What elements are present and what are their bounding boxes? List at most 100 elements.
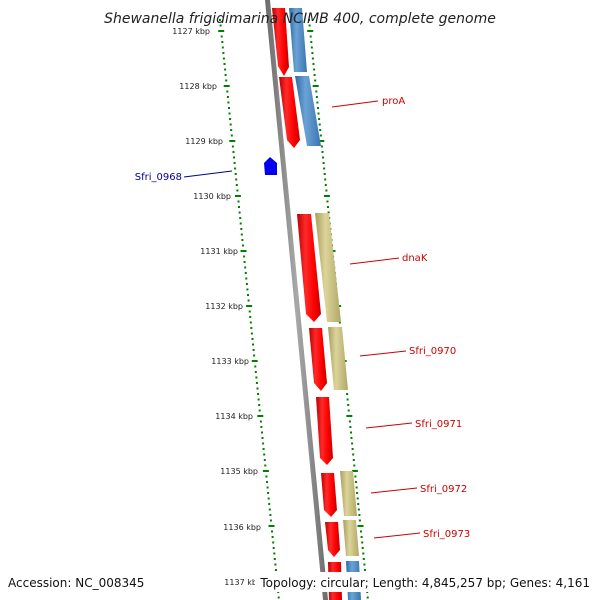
minor-tick [260, 426, 263, 428]
gene-arrow-sfri-0972[interactable] [321, 473, 337, 517]
minor-tick [312, 63, 315, 65]
scale-label: 1137 kbp [224, 578, 262, 587]
minor-tick [250, 327, 253, 329]
gene-label-dnaK[interactable]: dnaK [402, 253, 428, 264]
minor-tick [219, 24, 222, 27]
gene-arrow-dnaK[interactable] [297, 214, 321, 322]
minor-tick [252, 349, 255, 351]
gene-arrow-sfri-0971[interactable] [316, 397, 333, 465]
gene-arrow-sfri-0973[interactable] [325, 522, 340, 557]
minor-tick [274, 569, 277, 571]
scale-label: 1132 kbp [205, 302, 243, 311]
minor-tick [265, 475, 268, 478]
gene-label-sfri-0970[interactable]: Sfri_0970 [409, 346, 456, 357]
minor-tick [228, 112, 231, 115]
minor-tick [347, 404, 350, 406]
scale-label: 1134 kbp [215, 412, 253, 421]
minor-tick [264, 464, 267, 467]
minor-tick [308, 19, 310, 21]
minor-tick [219, 19, 221, 21]
gene-arrow-sfri-0970[interactable] [309, 328, 327, 391]
minor-tick [241, 239, 244, 241]
scale-label: 1135 kbp [220, 467, 258, 476]
label-line-proA [331, 100, 379, 108]
major-tick [318, 140, 325, 142]
cds-feature-bar[interactable] [328, 327, 348, 390]
minor-tick [233, 156, 235, 159]
minor-tick [242, 244, 244, 247]
gene-labels: proA Sfri_0968 dnaK Sfri_0970 Sfri_0971 … [135, 96, 470, 540]
minor-tick [237, 200, 240, 203]
minor-tick [317, 112, 320, 115]
cds-feature-bar[interactable] [315, 213, 341, 322]
minor-tick [228, 107, 230, 109]
minor-tick [222, 52, 225, 54]
minor-tick [245, 283, 248, 285]
major-tick [307, 30, 314, 32]
cds-feature-bar[interactable] [295, 76, 321, 146]
minor-tick [267, 492, 270, 494]
scale-label: 1131 kbp [200, 247, 238, 256]
label-line-sfri-0973 [373, 532, 421, 539]
minor-tick [357, 508, 360, 511]
major-tick [346, 415, 353, 417]
major-tick [229, 140, 236, 142]
minor-tick [235, 184, 238, 186]
minor-tick [231, 145, 234, 148]
gene-label-sfri-0968[interactable]: Sfri_0968 [135, 172, 182, 183]
minor-tick [323, 173, 326, 175]
major-tick [246, 305, 253, 307]
minor-tick [240, 233, 243, 236]
minor-tick [358, 514, 361, 516]
minor-tick [268, 508, 271, 511]
minor-tick [232, 151, 235, 153]
cds-feature-bar[interactable] [289, 8, 307, 72]
minor-tick [251, 338, 254, 340]
gene-label-sfri-0971[interactable]: Sfri_0971 [415, 419, 462, 430]
minor-tick [244, 266, 247, 269]
minor-tick [224, 68, 227, 71]
minor-tick [246, 288, 249, 291]
minor-tick [229, 118, 232, 120]
minor-tick [360, 536, 363, 538]
gene-label-proA[interactable]: proA [382, 96, 405, 107]
minor-tick [363, 569, 366, 571]
gene-arrow-sfri-0968[interactable] [264, 157, 277, 175]
minor-tick [327, 206, 329, 208]
minor-tick [268, 503, 271, 505]
gene-arrow[interactable] [272, 8, 289, 76]
minor-tick [322, 156, 324, 159]
cds-feature-bar[interactable] [340, 471, 357, 516]
gene-label-sfri-0972[interactable]: Sfri_0972 [420, 484, 467, 495]
minor-tick [224, 74, 227, 76]
minor-tick [354, 475, 357, 478]
minor-tick [247, 299, 250, 302]
label-line-sfri-0968 [183, 170, 233, 178]
major-tick [251, 360, 258, 362]
minor-tick [234, 167, 237, 170]
minor-tick [360, 530, 362, 533]
scale-label: 1129 kbp [185, 137, 223, 146]
minor-tick [324, 178, 327, 181]
genome-backbone [265, 0, 328, 600]
minor-tick [356, 497, 359, 500]
minor-tick [267, 497, 270, 500]
minor-tick [319, 134, 322, 137]
minor-tick [324, 184, 327, 186]
scale-label: 1128 kbp [179, 82, 217, 91]
minor-tick [271, 530, 273, 533]
minor-tick [273, 558, 276, 560]
minor-tick [362, 558, 365, 560]
scale-label: 1136 kbp [223, 523, 261, 532]
minor-tick [257, 393, 260, 395]
minor-tick [353, 464, 356, 467]
cds-feature-bar[interactable] [343, 520, 359, 556]
gene-arrow-proA[interactable] [279, 77, 300, 148]
minor-tick [234, 173, 237, 175]
minor-tick [346, 398, 349, 401]
gene-label-sfri-0973[interactable]: Sfri_0973 [423, 529, 470, 540]
minor-tick [254, 365, 257, 368]
minor-tick [350, 431, 352, 434]
minor-tick [277, 596, 280, 599]
minor-tick [263, 459, 266, 461]
